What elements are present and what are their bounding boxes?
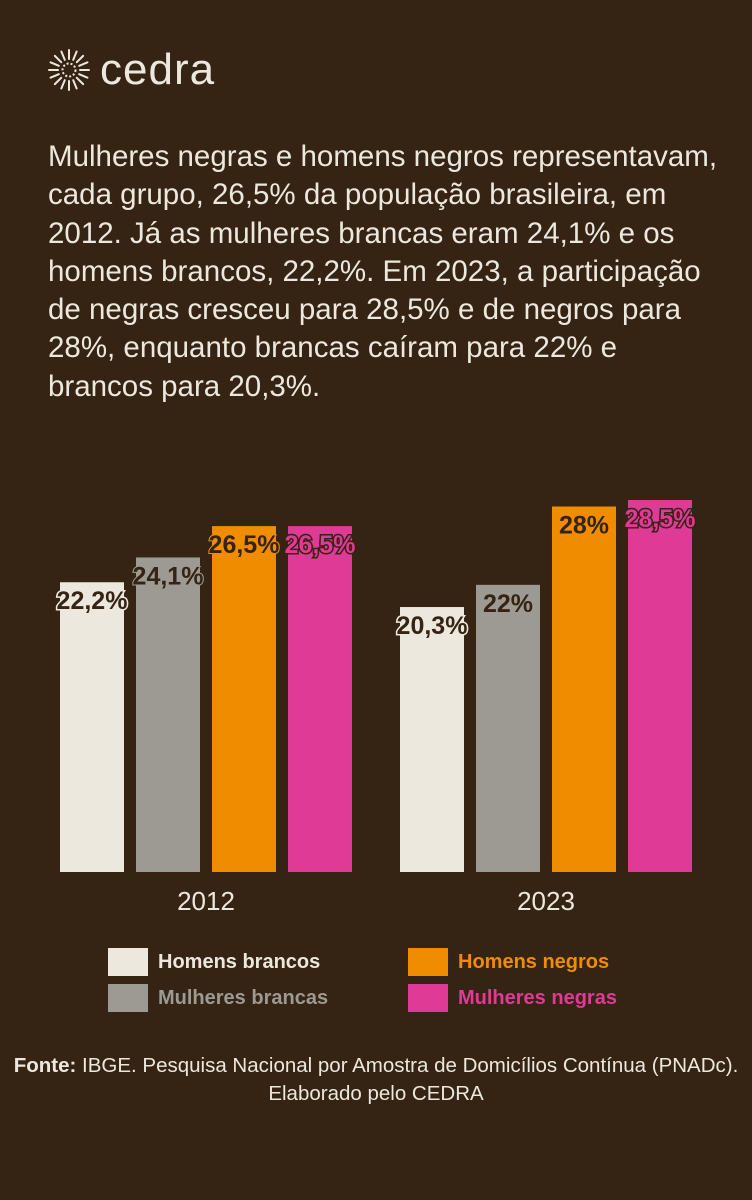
legend-swatch-homens-brancos — [108, 948, 148, 976]
bar-mulheres-negras-2023 — [628, 500, 692, 872]
chart-legend: Homens brancos Mulheres brancas Homens neg… — [108, 948, 708, 1018]
data-label-mulheres-brancas-2012: 24,1% — [133, 562, 204, 590]
bar-mulheres-brancas-2012 — [136, 557, 200, 872]
legend-item-mulheres-negras: Mulheres negras — [408, 984, 617, 1012]
data-label-homens-brancos-2023: 20,3% — [397, 612, 468, 640]
source-note: Fonte: IBGE. Pesquisa Nacional por Amost… — [0, 1052, 752, 1108]
data-label-mulheres-brancas-2023: 22% — [483, 590, 533, 618]
bar-homens-brancos-2023 — [400, 607, 464, 872]
bar-mulheres-negras-2012 — [288, 526, 352, 872]
legend-label-mulheres-negras: Mulheres negras — [458, 986, 617, 1009]
legend-swatch-mulheres-negras — [408, 984, 448, 1012]
intro-paragraph: Mulheres negras e homens negros represen… — [48, 140, 718, 403]
legend-item-mulheres-brancas: Mulheres brancas — [108, 984, 328, 1012]
bar-mulheres-brancas-2023 — [476, 584, 540, 872]
brand-logo: cedra — [46, 44, 215, 96]
data-label-homens-negros-2012: 26,5% — [209, 531, 280, 559]
legend-swatch-homens-negros — [408, 948, 448, 976]
legend-label-homens-brancos: Homens brancos — [158, 950, 321, 973]
data-label-homens-brancos-2012: 22,2% — [57, 587, 128, 615]
sun-logo-icon — [48, 49, 90, 91]
bar-homens-negros-2012 — [212, 526, 276, 872]
legend-swatch-mulheres-brancas — [108, 984, 148, 1012]
source-label: Fonte: — [13, 1054, 77, 1077]
data-label-homens-negros-2023: 28% — [559, 512, 609, 540]
legend-item-homens-negros: Homens negros — [408, 948, 609, 976]
bar-homens-brancos-2012 — [60, 582, 124, 872]
legend-label-mulheres-brancas: Mulheres brancas — [158, 986, 329, 1009]
x-tick-label-2023: 2023 — [517, 886, 575, 916]
brand-name: cedra — [100, 45, 216, 94]
bar-homens-negros-2023 — [552, 506, 616, 872]
legend-item-homens-brancos: Homens brancos — [108, 948, 320, 976]
data-label-mulheres-negras-2023: 28,5% — [625, 505, 696, 533]
source-text: IBGE. Pesquisa Nacional por Amostra de D… — [76, 1054, 739, 1105]
x-tick-label-2012: 2012 — [177, 886, 235, 916]
data-label-mulheres-negras-2012: 26,5% — [285, 531, 356, 559]
legend-label-homens-negros: Homens negros — [458, 950, 610, 973]
